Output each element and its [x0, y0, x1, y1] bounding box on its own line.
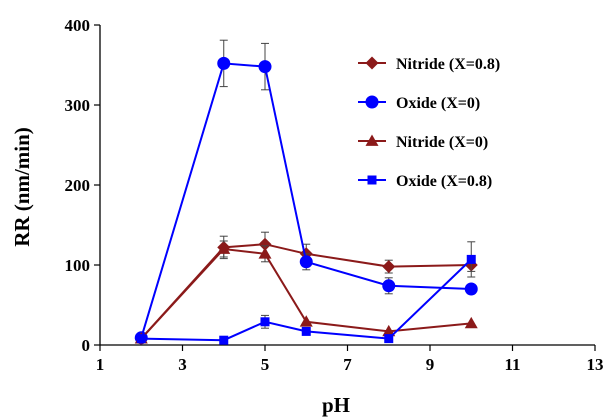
- x-axis-title: pH: [322, 393, 350, 417]
- data-point: [258, 247, 272, 259]
- x-tick-label: 3: [178, 355, 187, 374]
- x-tick-label: 5: [261, 355, 270, 374]
- y-tick-label: 300: [65, 96, 91, 115]
- data-point: [382, 260, 396, 274]
- y-tick-label: 0: [82, 336, 91, 355]
- series-line: [140, 247, 472, 340]
- legend-marker: [365, 134, 379, 146]
- data-point: [258, 237, 272, 251]
- legend: Nitride (X=0.8) Oxide (X=0) Nitride (X=0) O…: [358, 56, 500, 190]
- data-point: [299, 315, 313, 327]
- data-point: [464, 316, 478, 329]
- series-square: [136, 241, 476, 345]
- y-axis-title: RR (nm/min): [10, 127, 34, 247]
- x-tick-label: 13: [587, 355, 604, 374]
- data-point: [382, 324, 396, 337]
- data-point: [136, 334, 146, 344]
- legend-marker: [367, 175, 377, 185]
- legend-marker: [365, 95, 379, 109]
- data-point: [382, 279, 396, 293]
- legend-label: Nitride (X=0): [396, 134, 488, 151]
- data-point: [217, 56, 231, 70]
- data-point: [384, 334, 394, 344]
- legend-label: Oxide (X=0.8): [396, 173, 492, 190]
- x-tick-label: 1: [96, 355, 105, 374]
- data-point: [299, 255, 313, 269]
- x-tick-label: 9: [426, 355, 435, 374]
- data-point: [260, 317, 270, 327]
- y-tick-label: 400: [65, 16, 91, 35]
- legend-item: Oxide (X=0): [358, 95, 480, 112]
- legend-item: Oxide (X=0.8): [358, 173, 492, 190]
- legend-item: Nitride (X=0.8): [358, 56, 500, 73]
- legend-item: Nitride (X=0): [358, 134, 488, 151]
- series-layer: [134, 39, 478, 346]
- legend-label: Nitride (X=0.8): [396, 56, 500, 73]
- series-line: [141, 258, 472, 342]
- data-point: [466, 254, 476, 264]
- x-tick-label: 11: [504, 355, 520, 374]
- legend-label: Oxide (X=0): [396, 95, 480, 112]
- data-point: [464, 282, 478, 296]
- y-tick-label: 200: [65, 176, 91, 195]
- data-point: [258, 60, 272, 74]
- data-point: [219, 335, 229, 345]
- series-circle: [134, 39, 478, 345]
- data-point: [217, 242, 231, 254]
- y-tick-label: 100: [65, 256, 91, 275]
- series-line: [140, 62, 472, 339]
- legend-marker: [365, 56, 379, 70]
- data-point: [301, 326, 311, 336]
- x-tick-label: 7: [343, 355, 352, 374]
